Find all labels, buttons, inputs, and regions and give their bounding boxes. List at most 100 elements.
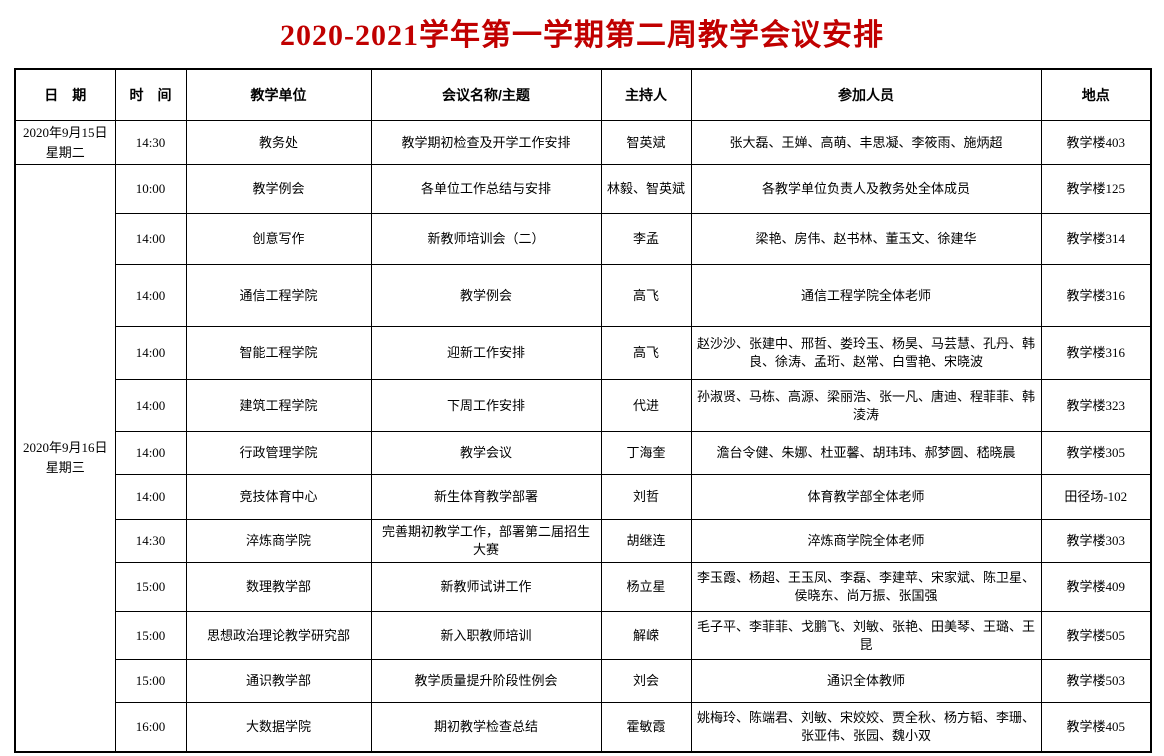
table-row: 2020年9月15日 星期二 14:30 教务处 教学期初检查及开学工作安排 智英斌 张大磊… [14,120,1152,165]
date-text: 2020年9月15日 [22,125,108,140]
cell-time: 14:30 [114,120,187,165]
cell-location: 教学楼405 [1040,702,1152,752]
page-title: 2020-2021学年第一学期第二周教学会议安排 [280,19,884,52]
cell-unit: 教学例会 [185,164,372,214]
cell-unit: 淬炼商学院 [185,519,372,563]
cell-unit: 建筑工程学院 [185,379,372,432]
cell-time: 14:00 [114,326,187,380]
cell-host: 刘会 [600,659,692,703]
cell-participants: 体育教学部全体老师 [690,474,1042,520]
cell-location: 教学楼409 [1040,562,1152,612]
table-row: 14:00 智能工程学院 迎新工作安排 高飞 赵沙沙、张建中、邢哲、娄玲玉、杨昊、马芸慧… [15,326,1152,380]
cell-location: 教学楼305 [1040,431,1152,475]
header-cell-topic: 会议名称/主题 [370,68,602,121]
table-row: 14:00 通信工程学院 教学例会 高飞 通信工程学院全体老师 教学楼316 [15,264,1152,327]
cell-unit: 通信工程学院 [185,264,372,327]
cell-participants: 姚梅玲、陈端君、刘敏、宋姣姣、贾全秋、杨方韬、李珊、张亚伟、张园、魏小双 [690,702,1042,752]
cell-unit: 思想政治理论教学研究部 [185,611,372,660]
cell-location: 教学楼505 [1040,611,1152,660]
cell-location: 教学楼403 [1040,120,1152,165]
cell-participants: 孙淑贤、马栋、高源、梁丽浩、张一凡、唐迪、程菲菲、韩淩涛 [690,379,1042,432]
table-row: 14:30 淬炼商学院 完善期初教学工作，部署第二届招生大赛 胡继连 淬炼商学院全体老师… [15,519,1152,563]
cell-host: 李孟 [600,213,692,265]
cell-unit: 通识教学部 [185,659,372,703]
cell-unit: 教务处 [185,120,372,165]
header-cell-time: 时 间 [114,68,187,121]
table-header-row: 日 期时 间教学单位 会议名称/主题 主持人 参加人员 地点 [14,68,1152,121]
cell-host: 胡继连 [600,519,692,563]
cell-time: 15:00 [114,562,187,612]
table-row: 14:00 竞技体育中心 新生体育教学部署 刘哲 体育教学部全体老师 田径场-102 [15,474,1152,520]
header-cell-host: 主持人 [600,68,692,121]
cell-participants: 张大磊、王婵、高萌、丰思凝、李筱雨、施炳超 [690,120,1042,165]
cell-topic: 各单位工作总结与安排 [370,164,602,214]
header-cell-date: 日 期 [14,68,116,121]
cell-topic: 教学质量提升阶段性例会 [370,659,602,703]
table-row: 15:00 思想政治理论教学研究部 新入职教师培训 解嵘 毛子平、李菲菲、戈鹏飞、刘敏、… [15,611,1152,660]
cell-host: 杨立星 [600,562,692,612]
cell-participants: 毛子平、李菲菲、戈鹏飞、刘敏、张艳、田美琴、王璐、王昆 [690,611,1042,660]
cell-topic: 教学会议 [370,431,602,475]
table-row: 2020年9月16日 星期三 10:00 教学例会 各单位工作总结与安排 林毅、智英斌 各教… [14,164,1152,752]
cell-host: 刘哲 [600,474,692,520]
weekday-text: 星期三 [45,459,85,475]
cell-participants: 淬炼商学院全体老师 [690,519,1042,563]
cell-unit: 智能工程学院 [185,326,372,380]
table-row: 14:00 行政管理学院 教学会议 丁海奎 澹台令健、朱娜、杜亚馨、胡玮玮、郝梦圆、嵇晓… [15,431,1152,475]
cell-host: 代进 [600,379,692,432]
meeting-schedule-table: 日 期时 间教学单位 会议名称/主题 主持人 参加人员 地点 2020年9月15日 星期二… [14,68,1152,753]
cell-unit: 竞技体育中心 [185,474,372,520]
cell-time: 15:00 [114,611,187,660]
table-row: 16:00 大数据学院 期初教学检查总结 霍敏霞 姚梅玲、陈端君、刘敏、宋姣姣、贾全秋、… [15,702,1152,752]
cell-date: 2020年9月16日 星期三 [14,164,116,752]
cell-time: 14:00 [114,474,187,520]
cell-location: 教学楼503 [1040,659,1152,703]
cell-topic: 迎新工作安排 [370,326,602,380]
cell-unit: 创意写作 [185,213,372,265]
cell-time: 14:00 [114,264,187,327]
cell-topic: 教学期初检查及开学工作安排 [370,120,602,165]
cell-topic: 下周工作安排 [370,379,602,432]
cell-host: 高飞 [600,326,692,380]
cell-time: 14:30 [114,519,187,563]
cell-unit: 数理教学部 [185,562,372,612]
cell-participants: 澹台令健、朱娜、杜亚馨、胡玮玮、郝梦圆、嵇晓晨 [690,431,1042,475]
weekday-text: 星期二 [45,144,85,160]
header-cell-location: 地点 [1040,68,1152,121]
header-cell-participants: 参加人员 [690,68,1042,121]
cell-topic: 新生体育教学部署 [370,474,602,520]
header-cell-unit: 教学单位 [185,68,372,121]
cell-location: 田径场-102 [1040,474,1152,520]
cell-time: 10:00 [114,164,187,214]
cell-location: 教学楼316 [1040,326,1152,380]
cell-unit: 大数据学院 [185,702,372,752]
cell-time: 16:00 [114,702,187,752]
cell-participants: 赵沙沙、张建中、邢哲、娄玲玉、杨昊、马芸慧、孔丹、韩良、徐涛、孟珩、赵常、白雪艳… [690,326,1042,380]
cell-location: 教学楼316 [1040,264,1152,327]
table-row: 15:00 通识教学部 教学质量提升阶段性例会 刘会 通识全体教师 教学楼503 [15,659,1152,703]
date-text: 2020年9月16日 [22,440,108,456]
cell-topic: 教学例会 [370,264,602,327]
table-row: 15:00 数理教学部 新教师试讲工作 杨立星 李玉霞、杨超、王玉凤、李磊、李建苹、宋家… [15,562,1152,612]
cell-topic: 完善期初教学工作，部署第二届招生大赛 [370,519,602,563]
cell-host: 林毅、智英斌 [600,164,692,214]
cell-topic: 新教师培训会（二） [370,213,602,265]
cell-participants: 通识全体教师 [690,659,1042,703]
cell-location: 教学楼314 [1040,213,1152,265]
cell-time: 14:00 [114,379,187,432]
cell-topic: 新入职教师培训 [370,611,602,660]
cell-unit: 行政管理学院 [185,431,372,475]
cell-host: 智英斌 [600,120,692,165]
cell-time: 14:00 [114,213,187,265]
table-row: 14:00 创意写作 新教师培训会（二） 李孟 梁艳、房伟、赵书林、董玉文、徐建华 教学楼… [15,213,1152,265]
cell-participants: 梁艳、房伟、赵书林、董玉文、徐建华 [690,213,1042,265]
cell-location: 教学楼323 [1040,379,1152,432]
cell-topic: 期初教学检查总结 [370,702,602,752]
cell-host: 解嵘 [600,611,692,660]
cell-location: 教学楼303 [1040,519,1152,563]
cell-topic: 新教师试讲工作 [370,562,602,612]
table-row: 14:00 建筑工程学院 下周工作安排 代进 孙淑贤、马栋、高源、梁丽浩、张一凡、唐迪、… [15,379,1152,432]
cell-location: 教学楼125 [1040,164,1152,214]
cell-host: 丁海奎 [600,431,692,475]
cell-host: 霍敏霞 [600,702,692,752]
